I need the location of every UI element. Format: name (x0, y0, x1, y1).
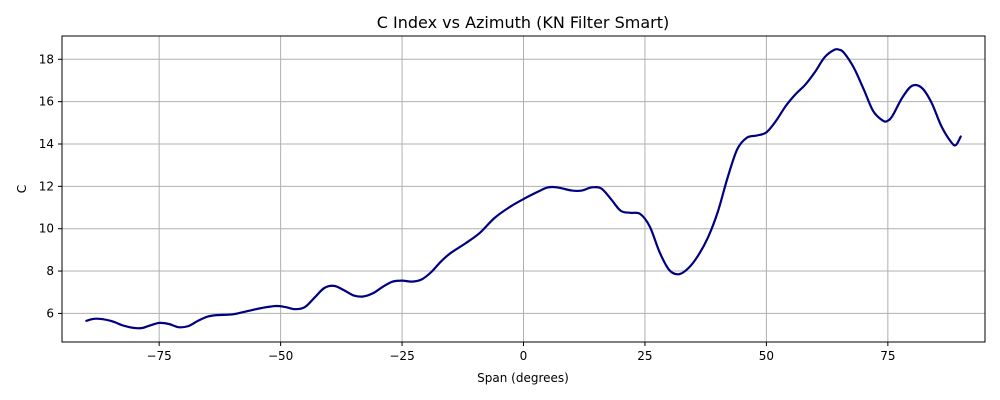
x-tick-label: −75 (146, 349, 171, 363)
x-tick-label: 25 (637, 349, 652, 363)
y-tick-label: 16 (39, 95, 54, 109)
x-tick-label: 50 (759, 349, 774, 363)
y-axis-label: C (15, 185, 29, 193)
x-tick-label: 75 (880, 349, 895, 363)
y-tick-label: 12 (39, 179, 54, 193)
y-tick-label: 10 (39, 222, 54, 236)
y-tick-label: 18 (39, 52, 54, 66)
x-tick-label: −50 (268, 349, 293, 363)
y-tick-label: 14 (39, 137, 54, 151)
grid (62, 36, 985, 342)
y-tick-label: 8 (46, 264, 54, 278)
chart-title: C Index vs Azimuth (KN Filter Smart) (377, 13, 669, 32)
series-line (85, 47, 962, 330)
x-axis: −75 −50 −25 0 25 50 75 (146, 342, 895, 363)
series-layer (85, 47, 962, 330)
x-tick-label: 0 (520, 349, 528, 363)
x-axis-label: Span (degrees) (477, 371, 569, 385)
y-axis: 6 8 10 12 14 16 18 (39, 52, 62, 320)
y-tick-label: 6 (46, 306, 54, 320)
x-tick-label: −25 (389, 349, 414, 363)
